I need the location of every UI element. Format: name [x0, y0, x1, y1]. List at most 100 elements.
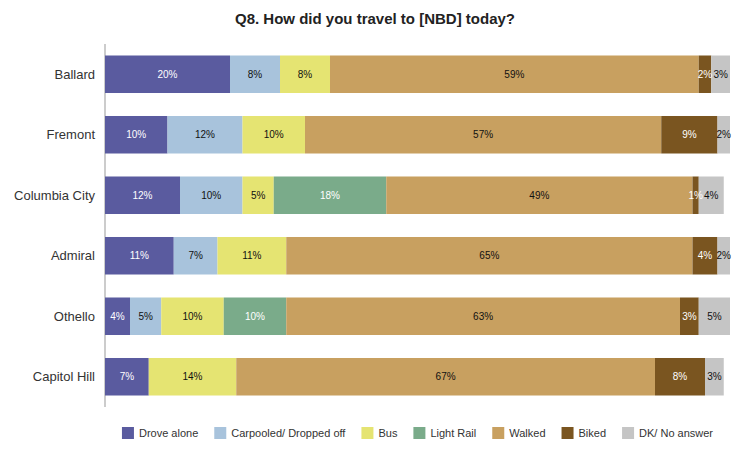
bars — [105, 55, 730, 395]
data-label: 10% — [201, 190, 221, 201]
data-label: 3% — [682, 311, 697, 322]
bar — [130, 297, 161, 335]
bar — [105, 116, 168, 154]
legend-swatch — [622, 427, 634, 439]
legend-item: Biked — [562, 427, 607, 439]
legend-swatch — [361, 427, 373, 439]
axis-line — [105, 44, 106, 407]
data-label: 4% — [698, 250, 713, 261]
bar — [180, 176, 243, 214]
data-label: 7% — [120, 371, 135, 382]
data-label: 49% — [529, 190, 549, 201]
bar — [386, 176, 692, 214]
data-label: 5% — [251, 190, 266, 201]
category-label: Othello — [54, 309, 95, 324]
category-label: Capitol Hill — [33, 369, 95, 384]
data-label: 10% — [264, 129, 284, 140]
bar — [161, 297, 224, 335]
bar — [230, 55, 280, 93]
data-label: 10% — [182, 311, 202, 322]
bar — [680, 297, 699, 335]
legend: Drove alone Carpooled/ Dropped off Bus Ligh… — [122, 427, 713, 439]
bar — [149, 358, 237, 396]
data-label: 12% — [195, 129, 215, 140]
legend-item: Light Rail — [413, 427, 476, 439]
bar — [168, 116, 243, 154]
data-label: 9% — [682, 129, 697, 140]
data-label: 14% — [182, 371, 202, 382]
bar — [174, 237, 218, 275]
data-label: 5% — [138, 311, 153, 322]
legend-item: Bus — [361, 427, 397, 439]
data-label: 4% — [704, 190, 719, 201]
data-label: 10% — [245, 311, 265, 322]
legend-swatch — [122, 427, 134, 439]
bar — [280, 55, 330, 93]
data-label: 5% — [707, 311, 722, 322]
chart: Q8. How did you travel to [NBD] today? Ba… — [0, 0, 750, 459]
data-label: 11% — [242, 250, 261, 261]
bar — [699, 297, 730, 335]
legend-label: Light Rail — [430, 427, 476, 439]
data-label: 3% — [707, 371, 722, 382]
data-label: 1% — [688, 190, 703, 201]
data-label: 63% — [473, 311, 493, 322]
bar — [243, 116, 306, 154]
bar — [224, 297, 287, 335]
legend-swatch — [214, 427, 226, 439]
legend-label: Carpooled/ Dropped off — [231, 427, 346, 439]
bar — [305, 116, 661, 154]
data-label: 65% — [479, 250, 499, 261]
data-label: 3% — [713, 69, 728, 80]
legend-label: Walked — [509, 427, 545, 439]
category-label: Ballard — [55, 67, 95, 82]
category-label: Columbia City — [14, 188, 95, 203]
legend-swatch — [413, 427, 425, 439]
bar — [330, 55, 699, 93]
data-label: 2% — [698, 69, 713, 80]
bar — [236, 358, 655, 396]
legend-item: Walked — [492, 427, 545, 439]
bar — [105, 358, 149, 396]
data-label: 10% — [126, 129, 146, 140]
bar — [105, 297, 130, 335]
bar — [711, 55, 730, 93]
data-label: 59% — [504, 69, 524, 80]
data-label: 57% — [473, 129, 493, 140]
legend-label: Drove alone — [139, 427, 198, 439]
category-label: Admiral — [51, 248, 95, 263]
data-label: 20% — [157, 69, 177, 80]
data-label: 2% — [717, 129, 732, 140]
bar — [705, 358, 724, 396]
legend-label: DK/ No answer — [639, 427, 713, 439]
bar — [693, 237, 718, 275]
bar — [243, 176, 274, 214]
data-label: 7% — [188, 250, 203, 261]
legend-item: Drove alone — [122, 427, 198, 439]
legend-swatch — [562, 427, 574, 439]
bar — [286, 237, 692, 275]
data-label: 18% — [320, 190, 340, 201]
category-label: Fremont — [47, 127, 96, 142]
bar — [286, 297, 680, 335]
bar — [105, 176, 180, 214]
data-label: 8% — [298, 69, 313, 80]
bar — [274, 176, 387, 214]
legend-label: Biked — [579, 427, 607, 439]
data-label: 12% — [132, 190, 152, 201]
data-label: 11% — [130, 250, 149, 261]
legend-item: DK/ No answer — [622, 427, 713, 439]
bar — [661, 116, 717, 154]
legend-swatch — [492, 427, 504, 439]
data-label: 8% — [248, 69, 263, 80]
bar — [105, 237, 174, 275]
data-label: 67% — [436, 371, 456, 382]
data-label: 4% — [110, 311, 125, 322]
bar — [218, 237, 287, 275]
bar — [655, 358, 705, 396]
title: Q8. How did you travel to [NBD] today? — [235, 10, 515, 27]
legend-item: Carpooled/ Dropped off — [214, 427, 346, 439]
bar — [105, 55, 230, 93]
data-label: 8% — [673, 371, 688, 382]
data-label: 2% — [717, 250, 732, 261]
